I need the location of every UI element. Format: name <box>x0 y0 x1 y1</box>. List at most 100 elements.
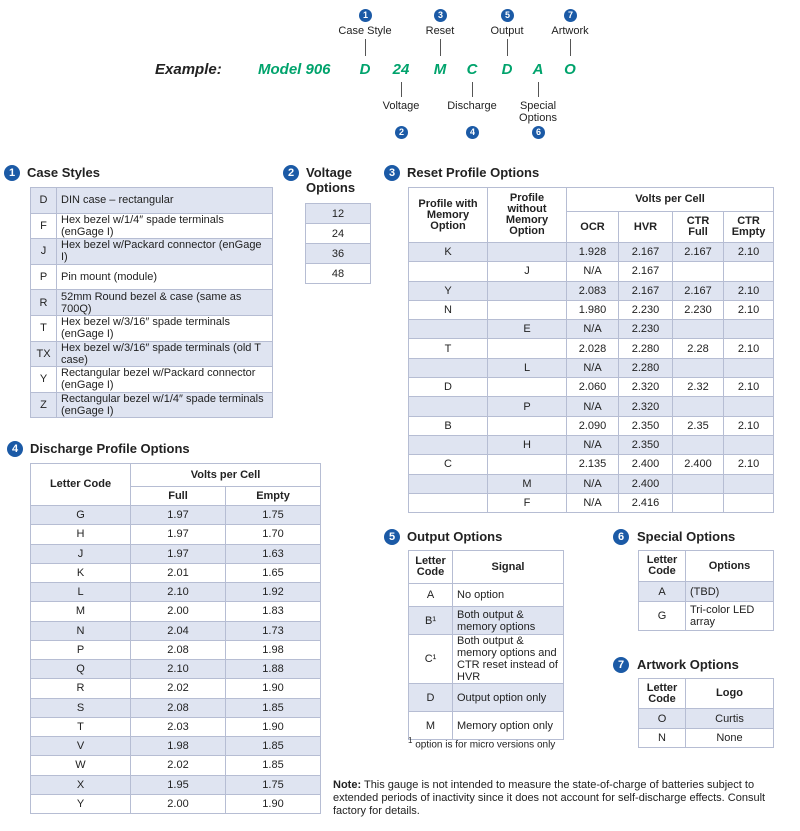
example-model: Model 906 <box>258 61 331 78</box>
row: S 2.08 1.85 <box>30 697 322 718</box>
cell: 2.08 <box>130 639 226 661</box>
cell: 2.230 <box>618 319 673 340</box>
cell: 36 <box>305 243 371 264</box>
cell <box>722 473 775 494</box>
cell: G <box>30 504 131 526</box>
cell: N/A <box>566 434 619 456</box>
cell: B <box>408 415 488 436</box>
cell: 2.10 <box>722 280 775 301</box>
header-cell: Volts per Cell <box>565 187 775 212</box>
cell: A <box>408 583 453 607</box>
row: 36 <box>305 243 371 264</box>
cell: 1.75 <box>224 504 322 526</box>
cell: X <box>30 774 131 795</box>
cell: 1.70 <box>224 524 322 545</box>
cell: P <box>30 639 131 661</box>
cell: D <box>30 187 57 214</box>
cell <box>487 299 567 321</box>
cell: G <box>638 601 686 631</box>
cell: R <box>30 289 57 316</box>
cell: 2.00 <box>130 793 226 815</box>
section-number: 4 <box>7 441 23 457</box>
header-cell: Volts per Cell <box>129 463 322 487</box>
cell: Hex bezel w/3/16″ spade terminals (old T… <box>56 340 273 368</box>
row: P Pin mount (module) <box>30 263 273 291</box>
row: N 2.04 1.73 <box>30 620 322 641</box>
cell <box>722 492 775 514</box>
row: Y Rectangular bezel w/Packard connector (… <box>30 366 273 393</box>
cell: T <box>30 314 57 342</box>
note-label: Note: <box>333 779 362 791</box>
cell: N <box>30 620 131 641</box>
cell: 2.10 <box>722 299 775 321</box>
callout-label: Case Style <box>338 25 392 37</box>
cell: 2.400 <box>618 473 673 494</box>
cell <box>672 473 724 494</box>
cell: Both output & memory options and CTR res… <box>452 634 564 684</box>
cell: 24 <box>305 223 371 244</box>
note-text: This gauge is not intended to measure th… <box>333 779 766 817</box>
header-cell: Options <box>685 550 774 582</box>
cell: 2.02 <box>130 678 226 699</box>
row: F N/A 2.416 <box>408 492 775 514</box>
cell: 1.95 <box>130 774 226 795</box>
cell: H <box>30 524 131 545</box>
cell: A <box>638 581 686 602</box>
cell: (TBD) <box>685 581 774 602</box>
row: K 1.928 2.167 2.167 2.10 <box>408 241 775 263</box>
callout-label: Discharge <box>447 100 497 112</box>
cell: C¹ <box>408 634 453 684</box>
header-cell: CTR Full <box>672 211 724 243</box>
cell: 2.28 <box>672 338 724 359</box>
cell: Curtis <box>685 708 774 729</box>
cell: 2.00 <box>130 601 226 622</box>
row: T Hex bezel w/3/16″ spade terminals (enGa… <box>30 314 273 342</box>
cell: 2.10 <box>722 338 775 359</box>
cell: 2.280 <box>618 357 673 379</box>
row: F Hex bezel w/1/4″ spade terminals (enGag… <box>30 212 273 240</box>
cell: 2.167 <box>618 241 673 263</box>
cell <box>487 454 567 475</box>
row: T 2.028 2.280 2.28 2.10 <box>408 338 775 359</box>
row: X 1.95 1.75 <box>30 774 322 795</box>
cell: 2.083 <box>566 280 619 301</box>
callout-label: Reset <box>425 25 455 37</box>
cell: E <box>487 319 567 340</box>
callout-number: 2 <box>395 126 408 139</box>
row: M N/A 2.400 <box>408 473 775 494</box>
row: M 2.00 1.83 <box>30 601 322 622</box>
section-title: Reset Profile Options <box>407 165 540 180</box>
cell: 1.92 <box>224 581 322 603</box>
callout-line <box>507 39 508 56</box>
cell: N <box>408 299 488 321</box>
cell: 2.167 <box>618 280 673 301</box>
cell: C <box>408 454 488 475</box>
cell: N/A <box>566 473 619 494</box>
row: H N/A 2.350 <box>408 434 775 456</box>
row: J Hex bezel w/Packard connector (enGage I… <box>30 238 273 265</box>
callout-number: 4 <box>466 126 479 139</box>
cell: 1.90 <box>224 793 322 815</box>
header-cell: CTR Empty <box>722 211 775 243</box>
cell <box>408 396 488 417</box>
cell: 1.83 <box>224 601 322 622</box>
callout-label: Voltage <box>382 100 420 112</box>
cell: 2.230 <box>672 299 724 321</box>
cell <box>722 319 775 340</box>
callout-line <box>401 82 402 97</box>
cell: M <box>30 601 131 622</box>
header-row: Letter Code Signal <box>408 550 564 584</box>
cell <box>408 319 488 340</box>
callout-line <box>440 39 441 56</box>
cell: Pin mount (module) <box>56 263 273 291</box>
row: W 2.02 1.85 <box>30 755 322 776</box>
header-cell: Full <box>130 486 226 506</box>
cell: 2.02 <box>130 755 226 776</box>
row: R 2.02 1.90 <box>30 678 322 699</box>
row: G Tri-color LED array <box>638 601 774 631</box>
example-code: D <box>501 61 513 78</box>
header-cell: Profile with Memory Option <box>408 187 488 243</box>
cell: N/A <box>566 261 619 282</box>
row: TX Hex bezel w/3/16″ spade terminals (old… <box>30 340 273 368</box>
